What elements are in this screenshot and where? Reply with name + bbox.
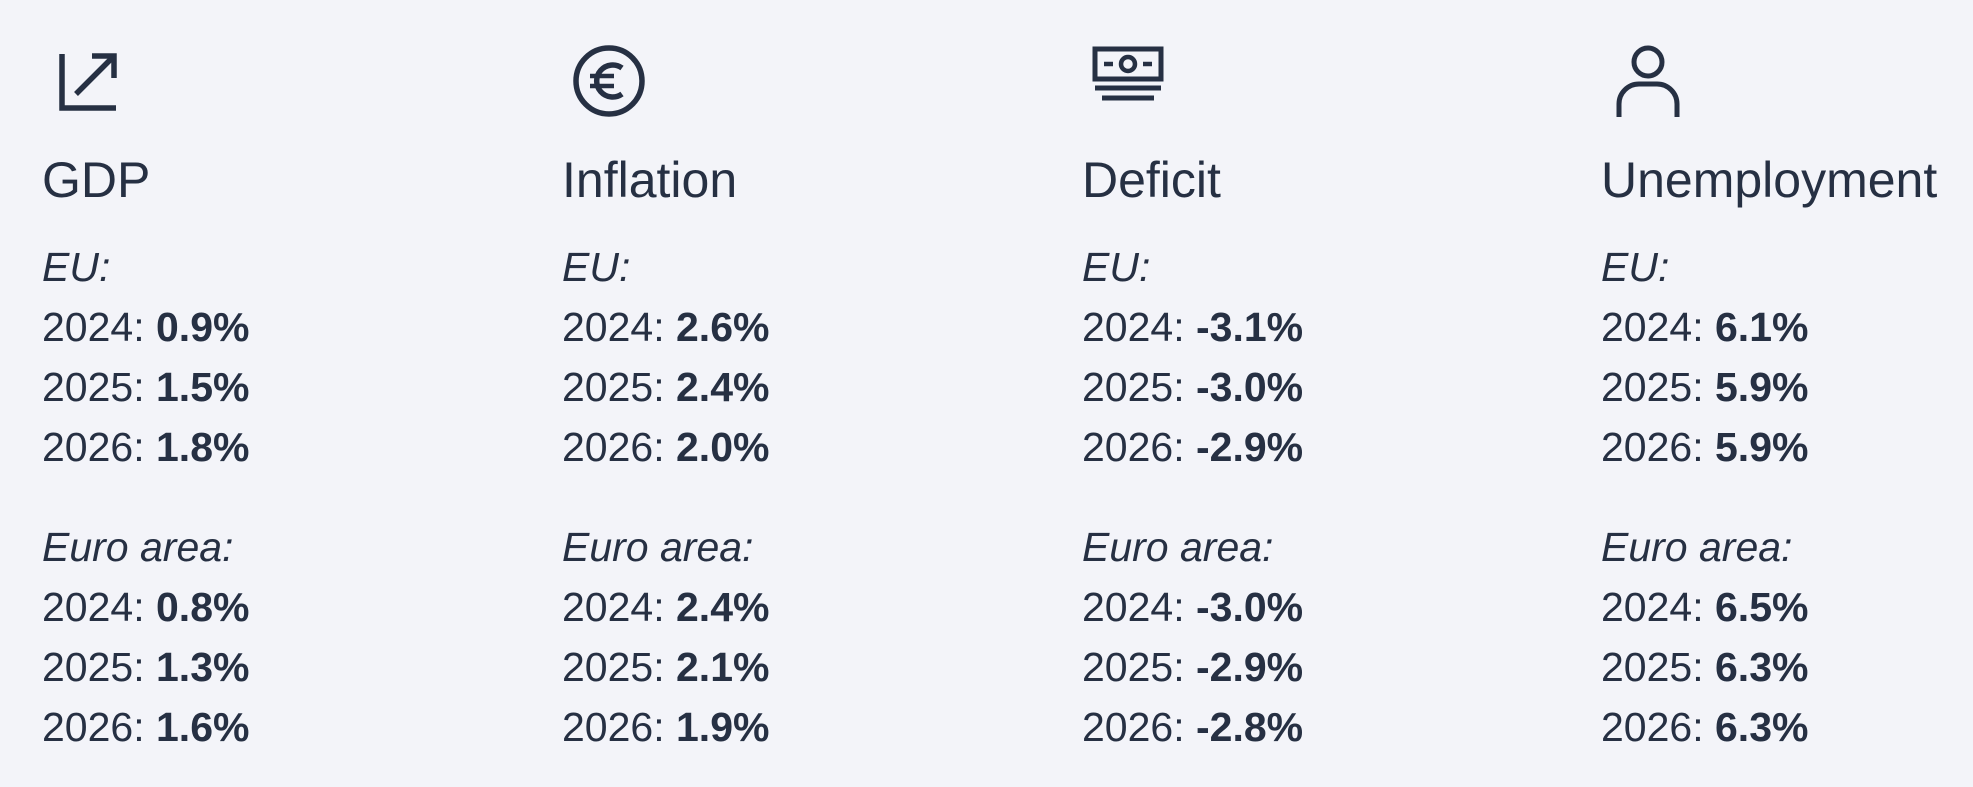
forecast-value: 1.8%: [156, 424, 250, 470]
year-label: 2025:: [562, 364, 676, 410]
eu-group: EU: 2024: -3.1% 2025: -3.0% 2026: -2.9%: [1082, 237, 1303, 477]
year-label: 2024:: [1601, 584, 1715, 630]
year-label: 2026:: [42, 424, 156, 470]
forecast-row: 2026: -2.8%: [1082, 697, 1303, 757]
forecast-row: 2026: 1.8%: [42, 417, 249, 477]
forecast-row: 2024: 0.9%: [42, 297, 249, 357]
forecast-row: 2025: -2.9%: [1082, 637, 1303, 697]
forecast-row: 2025: 2.4%: [562, 357, 769, 417]
forecast-value: -2.8%: [1196, 704, 1304, 750]
year-label: 2025:: [1601, 644, 1715, 690]
forecast-value: -2.9%: [1196, 644, 1304, 690]
euro-area-group: Euro area: 2024: 2.4% 2025: 2.1% 2026: 1…: [562, 517, 769, 757]
year-label: 2024:: [1601, 304, 1715, 350]
year-label: 2025:: [1601, 364, 1715, 410]
forecast-value: 2.1%: [676, 644, 770, 690]
forecast-row: 2026: -2.9%: [1082, 417, 1303, 477]
forecast-row: 2025: 1.5%: [42, 357, 249, 417]
region-label: EU:: [1601, 244, 1670, 290]
forecast-row: 2025: 6.3%: [1601, 637, 1808, 697]
forecast-value: 2.4%: [676, 364, 770, 410]
indicator-title: Deficit: [1082, 152, 1221, 208]
region-label: EU:: [1082, 244, 1151, 290]
forecast-row: 2024: 0.8%: [42, 577, 249, 637]
region-label: EU:: [42, 244, 111, 290]
year-label: 2024:: [1082, 584, 1196, 630]
year-label: 2025:: [562, 644, 676, 690]
banknote-icon: [1090, 42, 1168, 120]
forecast-row: 2024: 2.4%: [562, 577, 769, 637]
trend-arrow-icon: [50, 42, 128, 120]
indicator-title: Inflation: [562, 152, 738, 208]
year-label: 2024:: [562, 304, 676, 350]
year-label: 2026:: [1601, 704, 1715, 750]
year-label: 2024:: [562, 584, 676, 630]
forecast-value: 6.3%: [1715, 644, 1809, 690]
eu-group: EU: 2024: 2.6% 2025: 2.4% 2026: 2.0%: [562, 237, 769, 477]
year-label: 2025:: [1082, 364, 1196, 410]
region-label: Euro area:: [562, 524, 754, 570]
forecast-row: 2024: 6.5%: [1601, 577, 1808, 637]
year-label: 2025:: [42, 364, 156, 410]
forecast-value: 5.9%: [1715, 424, 1809, 470]
forecast-value: 0.9%: [156, 304, 250, 350]
year-label: 2025:: [1082, 644, 1196, 690]
forecast-row: 2024: -3.1%: [1082, 297, 1303, 357]
year-label: 2026:: [562, 704, 676, 750]
year-label: 2026:: [42, 704, 156, 750]
indicator-title: GDP: [42, 152, 151, 208]
forecast-value: 1.5%: [156, 364, 250, 410]
forecast-value: -3.0%: [1196, 364, 1304, 410]
forecast-value: 6.1%: [1715, 304, 1809, 350]
forecast-value: 1.6%: [156, 704, 250, 750]
forecast-row: 2026: 2.0%: [562, 417, 769, 477]
person-icon: [1609, 42, 1687, 120]
indicator-title: Unemployment: [1601, 152, 1938, 208]
euro-area-group: Euro area: 2024: -3.0% 2025: -2.9% 2026:…: [1082, 517, 1303, 757]
forecast-row: 2026: 1.9%: [562, 697, 769, 757]
forecast-value: 6.5%: [1715, 584, 1809, 630]
forecast-value: 5.9%: [1715, 364, 1809, 410]
forecast-row: 2026: 1.6%: [42, 697, 249, 757]
forecast-value: 1.9%: [676, 704, 770, 750]
region-label: Euro area:: [42, 524, 234, 570]
forecast-row: 2026: 6.3%: [1601, 697, 1808, 757]
forecast-row: 2025: 2.1%: [562, 637, 769, 697]
forecast-value: -2.9%: [1196, 424, 1304, 470]
forecast-value: 2.6%: [676, 304, 770, 350]
forecast-row: 2024: 6.1%: [1601, 297, 1808, 357]
region-label: EU:: [562, 244, 631, 290]
euro-area-group: Euro area: 2024: 0.8% 2025: 1.3% 2026: 1…: [42, 517, 249, 757]
forecast-value: 1.3%: [156, 644, 250, 690]
forecast-value: 2.4%: [676, 584, 770, 630]
forecast-value: -3.0%: [1196, 584, 1304, 630]
forecast-row: 2025: 5.9%: [1601, 357, 1808, 417]
year-label: 2026:: [562, 424, 676, 470]
year-label: 2026:: [1601, 424, 1715, 470]
forecast-value: 6.3%: [1715, 704, 1809, 750]
year-label: 2024:: [42, 304, 156, 350]
forecast-row: 2024: 2.6%: [562, 297, 769, 357]
eu-group: EU: 2024: 6.1% 2025: 5.9% 2026: 5.9%: [1601, 237, 1808, 477]
forecast-row: 2025: 1.3%: [42, 637, 249, 697]
year-label: 2026:: [1082, 704, 1196, 750]
euro-area-group: Euro area: 2024: 6.5% 2025: 6.3% 2026: 6…: [1601, 517, 1808, 757]
forecast-row: 2025: -3.0%: [1082, 357, 1303, 417]
eu-group: EU: 2024: 0.9% 2025: 1.5% 2026: 1.8%: [42, 237, 249, 477]
year-label: 2025:: [42, 644, 156, 690]
forecast-value: -3.1%: [1196, 304, 1304, 350]
forecast-row: 2026: 5.9%: [1601, 417, 1808, 477]
euro-coin-icon: [570, 42, 648, 120]
year-label: 2026:: [1082, 424, 1196, 470]
year-label: 2024:: [1082, 304, 1196, 350]
forecast-value: 2.0%: [676, 424, 770, 470]
region-label: Euro area:: [1601, 524, 1793, 570]
forecast-value: 0.8%: [156, 584, 250, 630]
forecast-row: 2024: -3.0%: [1082, 577, 1303, 637]
region-label: Euro area:: [1082, 524, 1274, 570]
year-label: 2024:: [42, 584, 156, 630]
